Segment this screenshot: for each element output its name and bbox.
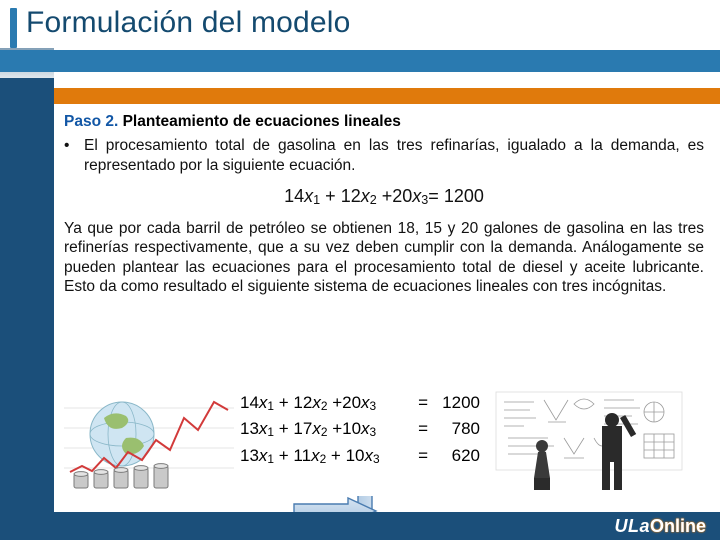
eq3-c3: 10	[346, 446, 365, 465]
globe-chart-svg	[64, 388, 234, 492]
slide-title: Formulación del modelo	[26, 6, 351, 40]
equation-row-1: 14x1 + 12x2 +20x3 =1200	[240, 390, 494, 416]
orange-accent-bar	[54, 88, 720, 104]
equation-row-2: 13x1 + 17x2 +10x3 =780	[240, 416, 494, 442]
step-label: Paso 2.	[64, 113, 118, 130]
content-body: Paso 2. Planteamiento de ecuaciones line…	[64, 112, 704, 297]
person-woman	[534, 440, 550, 490]
brand-logo: ULaOnline	[614, 516, 706, 537]
slide-root: Formulación del modelo Paso 2. Planteami…	[0, 0, 720, 540]
eq1-c2: 12	[293, 393, 312, 412]
bullet-dot: •	[64, 136, 74, 176]
title-underline-bar	[0, 50, 720, 72]
bullet-paragraph-1: • El procesamiento total de gasolina en …	[64, 136, 704, 176]
equation-main: 14x1 + 12x2 +20x3= 1200	[64, 185, 704, 208]
people-board-svg	[494, 388, 694, 492]
title-accent-marker	[10, 8, 17, 48]
eq2-c2: 17	[293, 419, 312, 438]
eq1-rhs: 1200	[428, 390, 484, 416]
bullet-text-1: El procesamiento total de gasolina en la…	[84, 136, 704, 176]
people-board-figure	[494, 388, 694, 492]
equation-row-3: 13x1 + 11x2 + 10x3 =620	[240, 443, 494, 469]
eq3-c2: 11	[293, 446, 311, 465]
footer-bar	[0, 512, 720, 540]
paragraph-2: Ya que por cada barril de petróleo se ob…	[64, 219, 704, 297]
eq2-c3: 10	[342, 419, 361, 438]
eq2-rhs: 780	[428, 416, 484, 442]
eq-main-rhs: 1200	[444, 186, 484, 206]
eq3-rhs: 620	[428, 443, 484, 469]
globe-chart-figure	[64, 388, 234, 492]
oil-barrels	[74, 464, 168, 488]
step-title: Planteamiento de ecuaciones lineales	[123, 113, 401, 130]
eq3-c1: 13	[240, 446, 259, 465]
eq1-c3: 20	[342, 393, 361, 412]
figure-row: 14x1 + 12x2 +20x3 =1200 13x1 + 17x2 +10x…	[64, 386, 704, 494]
eq-main-c1: 14	[284, 186, 304, 206]
step-heading: Paso 2. Planteamiento de ecuaciones line…	[64, 112, 704, 132]
whiteboard-scribbles	[496, 392, 682, 470]
brand-online: Online	[650, 516, 706, 536]
equation-system: 14x1 + 12x2 +20x3 =1200 13x1 + 17x2 +10x…	[234, 390, 494, 490]
eq2-c1: 13	[240, 419, 259, 438]
brand-ula: ULa	[614, 516, 650, 536]
eq-main-c3: 20	[392, 186, 412, 206]
eq1-c1: 14	[240, 393, 259, 412]
eq-main-c2: 12	[341, 186, 361, 206]
